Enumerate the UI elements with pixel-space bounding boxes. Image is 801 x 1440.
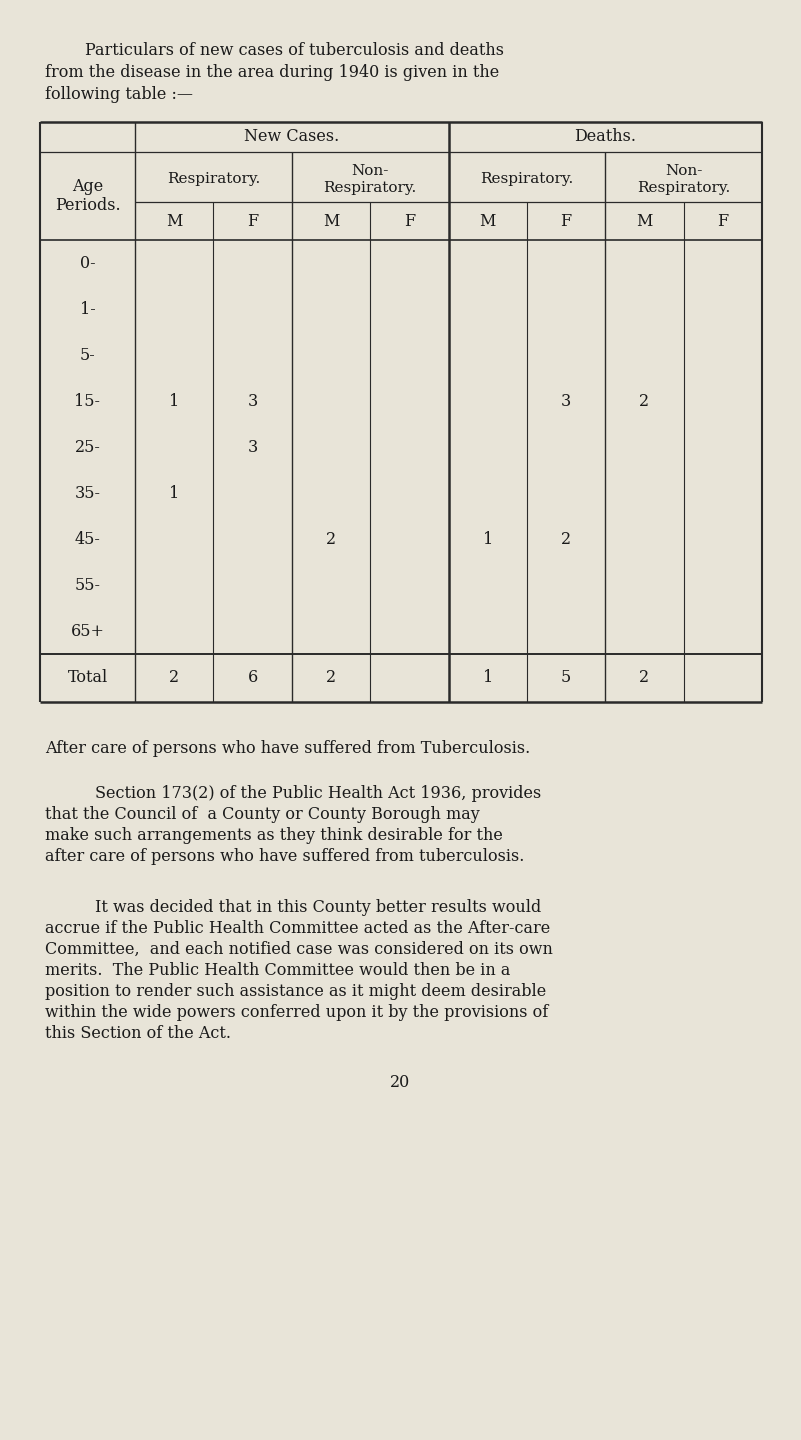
Text: M: M bbox=[323, 213, 339, 229]
Text: It was decided that in this County better results would: It was decided that in this County bette… bbox=[95, 899, 541, 916]
Text: 15-: 15- bbox=[74, 393, 100, 409]
Text: M: M bbox=[480, 213, 496, 229]
Text: F: F bbox=[561, 213, 572, 229]
Text: 55-: 55- bbox=[74, 576, 100, 593]
Text: 65+: 65+ bbox=[70, 622, 104, 639]
Text: from the disease in the area during 1940 is given in the: from the disease in the area during 1940… bbox=[45, 63, 499, 81]
Text: 3: 3 bbox=[561, 393, 571, 409]
Text: Particulars of new cases of tuberculosis and deaths: Particulars of new cases of tuberculosis… bbox=[85, 42, 504, 59]
Text: Non-
Respiratory.: Non- Respiratory. bbox=[324, 164, 417, 194]
Text: After care of persons who have suffered from Tuberculosis.: After care of persons who have suffered … bbox=[45, 740, 530, 757]
Text: 1: 1 bbox=[169, 393, 179, 409]
Text: 45-: 45- bbox=[74, 530, 100, 547]
Text: 2: 2 bbox=[639, 393, 650, 409]
Text: 35-: 35- bbox=[74, 484, 100, 501]
Text: 2: 2 bbox=[639, 670, 650, 687]
Text: 2: 2 bbox=[561, 530, 571, 547]
Text: merits.  The Public Health Committee would then be in a: merits. The Public Health Committee woul… bbox=[45, 962, 510, 979]
Text: 3: 3 bbox=[248, 439, 258, 455]
Text: 20: 20 bbox=[390, 1074, 411, 1092]
Text: 1: 1 bbox=[482, 670, 493, 687]
Text: Total: Total bbox=[67, 670, 107, 687]
Text: that the Council of  a County or County Borough may: that the Council of a County or County B… bbox=[45, 806, 480, 824]
Text: 2: 2 bbox=[326, 530, 336, 547]
Text: within the wide powers conferred upon it by the provisions of: within the wide powers conferred upon it… bbox=[45, 1004, 548, 1021]
Text: 3: 3 bbox=[248, 393, 258, 409]
Text: after care of persons who have suffered from tuberculosis.: after care of persons who have suffered … bbox=[45, 848, 525, 865]
Text: make such arrangements as they think desirable for the: make such arrangements as they think des… bbox=[45, 827, 503, 844]
Text: accrue if the Public Health Committee acted as the After-care: accrue if the Public Health Committee ac… bbox=[45, 920, 550, 937]
Text: Respiratory.: Respiratory. bbox=[167, 173, 260, 187]
Text: 5-: 5- bbox=[79, 347, 95, 363]
Text: 25-: 25- bbox=[74, 439, 100, 455]
Text: Non-
Respiratory.: Non- Respiratory. bbox=[637, 164, 731, 194]
Text: this Section of the Act.: this Section of the Act. bbox=[45, 1025, 231, 1043]
Text: M: M bbox=[636, 213, 653, 229]
Text: 0-: 0- bbox=[79, 255, 95, 272]
Text: Committee,  and each notified case was considered on its own: Committee, and each notified case was co… bbox=[45, 940, 553, 958]
Text: F: F bbox=[247, 213, 258, 229]
Text: Section 173(2) of the Public Health Act 1936, provides: Section 173(2) of the Public Health Act … bbox=[95, 785, 541, 802]
Text: Deaths.: Deaths. bbox=[574, 128, 636, 145]
Text: position to render such assistance as it might deem desirable: position to render such assistance as it… bbox=[45, 984, 546, 999]
Text: 2: 2 bbox=[326, 670, 336, 687]
Text: 6: 6 bbox=[248, 670, 258, 687]
Text: 1: 1 bbox=[482, 530, 493, 547]
Text: Age
Periods.: Age Periods. bbox=[54, 177, 120, 215]
Text: New Cases.: New Cases. bbox=[244, 128, 340, 145]
Text: Respiratory.: Respiratory. bbox=[481, 173, 574, 187]
Text: 2: 2 bbox=[169, 670, 179, 687]
Text: 1-: 1- bbox=[79, 301, 95, 317]
Text: 5: 5 bbox=[561, 670, 571, 687]
Text: F: F bbox=[404, 213, 415, 229]
Text: M: M bbox=[166, 213, 183, 229]
Text: following table :—: following table :— bbox=[45, 86, 193, 104]
Text: F: F bbox=[717, 213, 728, 229]
Text: 1: 1 bbox=[169, 484, 179, 501]
